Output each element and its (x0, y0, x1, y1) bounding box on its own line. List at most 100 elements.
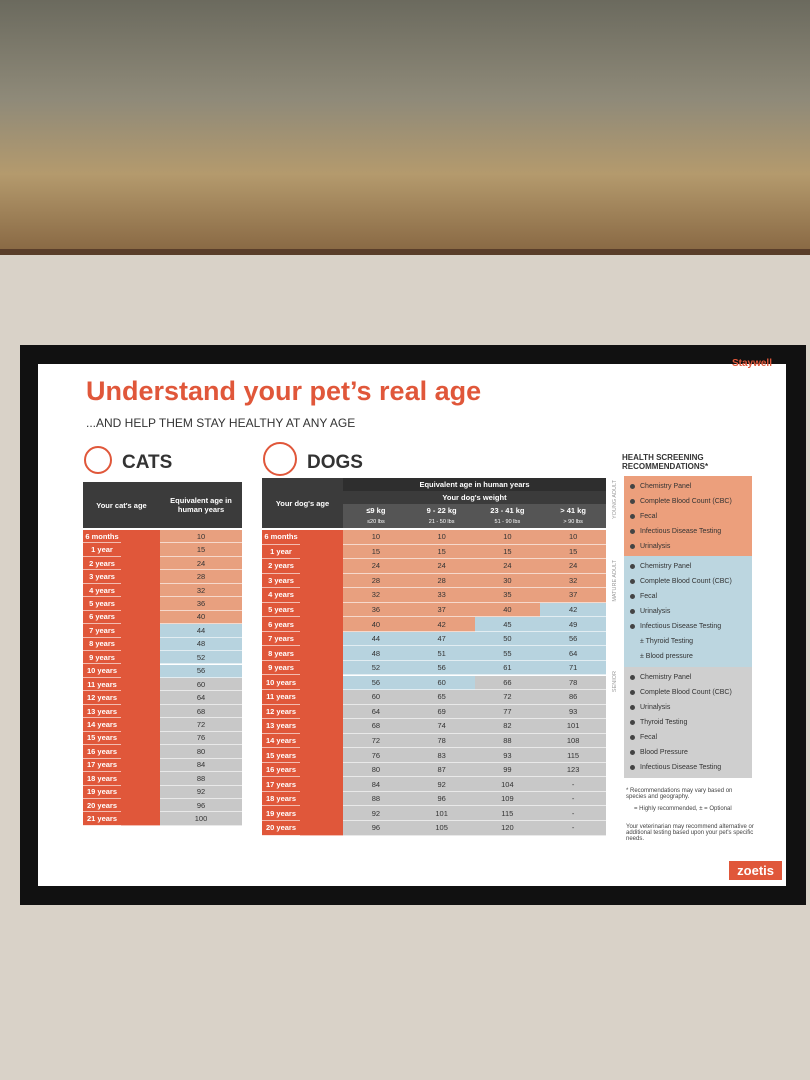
dog-human-age: 24 (408, 559, 475, 574)
cat-age: 11 years (83, 678, 121, 692)
dog-human-age: - (540, 806, 606, 821)
title: Understand your pet’s real age (86, 376, 482, 406)
stage-label: YOUNG ADULT (612, 480, 618, 520)
weight-kg: 9 - 22 kg (408, 504, 475, 517)
cat-equiv-header: Equivalent age in human years (160, 482, 242, 528)
painting (0, 0, 810, 255)
screening-item: Thyroid Testing (624, 715, 752, 730)
dog-age: 19 years (262, 806, 300, 821)
brand: Staywell (731, 358, 772, 369)
cat-human-age: 15 (160, 543, 242, 557)
dog-age: 20 years (262, 821, 300, 836)
dog-age: 6 months (262, 530, 300, 545)
note: = Highly recommended, ± = Optional (634, 806, 732, 812)
dog-human-age: 86 (540, 690, 606, 705)
weight-kg: > 41 kg (540, 504, 606, 517)
dog-human-age: 24 (540, 559, 606, 574)
note: Your veterinarian may recommend alternat… (626, 824, 754, 842)
dog-human-age: 15 (408, 544, 475, 560)
cat-human-age: 88 (160, 772, 242, 786)
weight-kg: 23 - 41 kg (474, 504, 541, 517)
dog-human-age: 115 (474, 806, 541, 821)
screening-item: Blood Pressure (624, 745, 752, 760)
cat-human-age: 24 (160, 556, 242, 571)
screening-item: Complete Blood Count (CBC) (624, 685, 752, 700)
weight-lbs: 21 - 50 lbs (408, 516, 475, 528)
weight-lbs: > 90 lbs (540, 516, 606, 528)
stage-label: MATURE ADULT (612, 560, 618, 602)
cat-human-age: 92 (160, 785, 242, 799)
cat-human-age: 80 (160, 745, 242, 759)
dog-human-age: 15 (474, 544, 541, 560)
note: * Recommendations may vary based on spec… (626, 788, 733, 800)
dog-human-age: 55 (474, 646, 541, 661)
dog-human-age: 32 (540, 573, 606, 589)
dog-age: 17 years (262, 777, 300, 792)
cat-age: 3 years (83, 570, 121, 584)
screening-item: Urinalysis (624, 700, 752, 715)
weight-lbs: ≤20 lbs (343, 516, 409, 528)
screening-item: Fecal (624, 509, 752, 524)
dog-age: 12 years (262, 705, 300, 720)
dog-human-age: 76 (343, 748, 409, 763)
dog-age: 18 years (262, 792, 300, 807)
dog-human-age: - (540, 821, 606, 836)
dog-human-age: 15 (540, 544, 606, 560)
dog-human-age: 84 (343, 777, 409, 792)
dog-age-column (262, 530, 343, 836)
screening-item: Infectious Disease Testing (624, 760, 752, 775)
subtitle: ...AND HELP THEM STAY HEALTHY AT ANY AGE (86, 416, 356, 430)
dog-age: 15 years (262, 748, 300, 763)
dog-human-age: 49 (540, 617, 606, 632)
dog-human-age: 28 (343, 573, 409, 589)
dog-human-age: 83 (408, 748, 475, 763)
dog-human-age: 74 (408, 719, 475, 734)
cat-age: 8 years (83, 638, 121, 652)
cat-age: 17 years (83, 759, 121, 773)
screening-item: Chemistry Panel (624, 670, 752, 685)
cat-human-age: 32 (160, 583, 242, 598)
cat-age: 6 years (83, 611, 121, 625)
cat-age: 5 years (83, 597, 121, 611)
dog-human-age: 96 (408, 791, 475, 807)
dog-human-age: 88 (343, 791, 409, 807)
poster: Staywell Understand your pet’s real age … (38, 358, 786, 886)
dog-human-age: 69 (408, 704, 475, 720)
dog-human-age: 10 (474, 530, 541, 545)
cat-age: 12 years (83, 691, 121, 705)
cat-age: 16 years (83, 745, 121, 759)
cat-age-header: Your cat's age (83, 482, 160, 528)
cat-age: 19 years (83, 786, 121, 799)
dog-age-header: Your dog's age (262, 478, 343, 528)
screening-item: Infectious Disease Testing (624, 524, 752, 539)
dog-human-age: 82 (474, 719, 541, 734)
dog-age: 7 years (262, 632, 300, 647)
dog-human-age: 56 (540, 631, 606, 647)
cats-heading: CATS (122, 452, 173, 473)
dog-human-age: 80 (343, 762, 409, 778)
cat-icon (84, 446, 112, 474)
dog-human-age: 30 (474, 573, 541, 589)
weight-kg: ≤9 kg (343, 504, 409, 517)
dog-human-age: 92 (343, 806, 409, 821)
dog-age: 13 years (262, 719, 300, 734)
dog-human-age: 36 (343, 602, 409, 618)
dog-human-age: 52 (343, 660, 409, 676)
dog-age: 10 years (262, 676, 300, 691)
cat-human-age: 68 (160, 704, 242, 719)
cat-age: 20 years (83, 799, 121, 813)
dog-human-age: 33 (408, 588, 475, 603)
footer-brand: zoetis (729, 861, 782, 880)
dog-human-age: 108 (540, 733, 606, 749)
dog-human-age: - (540, 791, 606, 807)
screening-item: Urinalysis (624, 539, 752, 554)
dog-human-age: 60 (408, 675, 475, 691)
dog-human-age: 40 (343, 617, 409, 632)
screening-box: YOUNG ADULT Chemistry Panel Complete Blood… (612, 476, 752, 557)
cat-age-column (83, 530, 160, 826)
screening-box: SENIOR Chemistry Panel Complete Blood Coun… (612, 667, 752, 778)
dog-human-age: 24 (343, 559, 409, 574)
dog-human-age: 35 (474, 588, 541, 603)
cat-age: 1 year (83, 543, 121, 557)
